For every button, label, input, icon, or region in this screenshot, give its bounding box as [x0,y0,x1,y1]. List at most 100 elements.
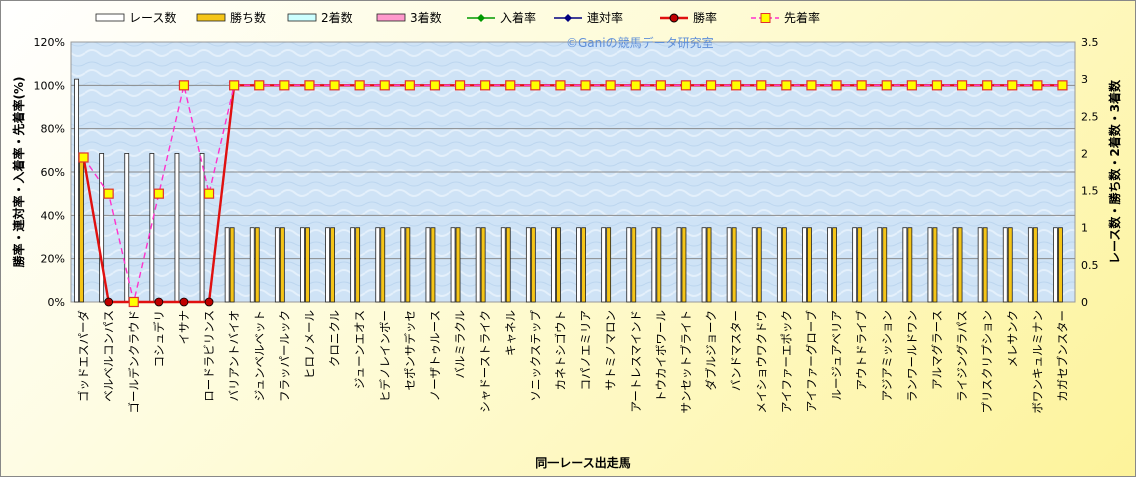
marker-先着率 [906,80,917,91]
y-right-tick-label: 3.5 [1081,36,1099,49]
category-label: アルマグラース [930,310,944,390]
legend-label: 2着数 [321,10,353,25]
marker-先着率 [856,80,867,91]
legend-item: 3着数 [376,10,442,25]
category-label: ノーザトゥルース [428,310,442,401]
category-label: バルミラクル [453,310,467,379]
bar-勝ち数 [430,227,436,303]
bar-勝ち数 [1032,227,1038,303]
bar-レース数 [551,227,556,303]
y-axis-right-title: レース数・勝ち数・2着数・3着数 [1107,79,1122,264]
marker-先着率 [505,80,516,91]
marker-先着率 [580,80,591,91]
category-label: イサナ [177,310,191,345]
marker-先着率 [379,80,390,91]
legend-label: 先着率 [784,10,820,25]
y-right-tick-label: 1.5 [1081,185,1099,198]
legend-label: 勝ち数 [230,10,266,25]
bar-レース数 [174,153,180,303]
category-label: コシュデリ [152,310,166,368]
bar-レース数 [927,227,933,303]
marker-先着率 [756,80,767,91]
marker-先着率 [454,80,466,91]
bar-レース数 [952,227,958,303]
marker-先着率 [404,80,415,91]
category-label: ソニックステップ [528,310,542,402]
bar-レース数 [701,227,707,303]
bar-勝ち数 [1058,227,1063,303]
bar-レース数 [99,153,105,303]
bar-勝ち数 [330,227,335,303]
bar-レース数 [651,227,657,303]
marker-先着率 [480,80,491,91]
bar-レース数 [375,227,381,303]
legend-swatch [287,13,317,22]
bar-レース数 [852,227,858,303]
bar-レース数 [199,153,205,303]
legend-item: 2着数 [287,10,353,25]
bar-レース数 [977,227,983,303]
bar-勝ち数 [229,227,235,303]
bar-レース数 [450,227,456,303]
bar-勝ち数 [781,227,787,303]
bar-勝ち数 [581,227,586,303]
marker-先着率 [103,188,114,199]
category-label: カガセブンスター [1055,310,1069,402]
marker-勝率 [154,297,164,307]
bar-勝ち数 [731,227,737,303]
category-label: シャドーストライク [478,310,492,413]
marker-先着率 [931,80,943,91]
legend-swatch [95,13,125,22]
legend-marker [477,14,485,22]
bar-レース数 [726,227,732,303]
category-label: トウカイボワール [654,310,668,402]
bar-レース数 [802,227,807,303]
bar-レース数 [525,227,531,303]
category-label: アートレスマインド [629,310,643,412]
y-right-tick-label: 0.5 [1081,259,1099,272]
y-left-tick-label: 120% [34,36,65,49]
marker-先着率 [1032,80,1043,91]
category-label: ジューンエオス [353,310,367,389]
marker-先着率 [555,80,566,91]
bars [74,78,1063,303]
marker-先着率 [203,188,215,199]
category-label: ライジングラパス [955,310,969,402]
bar-レース数 [751,227,757,303]
y-axis-left: 0% 20% 40% 60% 80% 100% 120% [34,36,65,309]
watermark: ©Ganiの競馬データ研究室 [566,35,714,50]
category-label: ゴッドエスパーダ [77,310,91,402]
marker-先着率 [881,80,892,91]
y-right-tick-label: 2 [1081,147,1088,160]
bar-勝ち数 [79,153,84,303]
category-label: ヒロノメール [302,310,316,379]
marker-先着率 [78,152,89,163]
bar-レース数 [1053,227,1058,303]
marker-先着率 [254,80,265,91]
category-label: ジュンベルベット [252,310,266,401]
y-right-tick-label: 0 [1081,296,1088,309]
bar-勝ち数 [807,227,812,303]
bar-レース数 [249,227,255,303]
bar-レース数 [400,227,406,303]
bar-勝ち数 [279,227,285,303]
y-left-tick-label: 40% [41,209,65,222]
marker-先着率 [731,80,742,91]
bar-勝ち数 [907,227,913,303]
legend-label: 連対率 [587,10,623,25]
marker-先着率 [429,80,441,91]
category-label: プリスクリプション [980,310,994,414]
legend-item: レース数 [95,10,176,25]
bar-勝ち数 [530,227,536,303]
category-label: バリアントバイオ [227,310,241,402]
bar-勝ち数 [832,227,837,303]
category-label: ベルベルコンパス [102,310,116,402]
category-label: ルージュアベリア [830,310,844,401]
bar-勝ち数 [305,227,310,303]
legend-marker [669,13,679,23]
bar-勝ち数 [405,227,411,303]
category-label: アイファーグローブ [804,310,818,413]
category-label: アウトドライブ [855,310,869,391]
bar-レース数 [475,227,481,303]
